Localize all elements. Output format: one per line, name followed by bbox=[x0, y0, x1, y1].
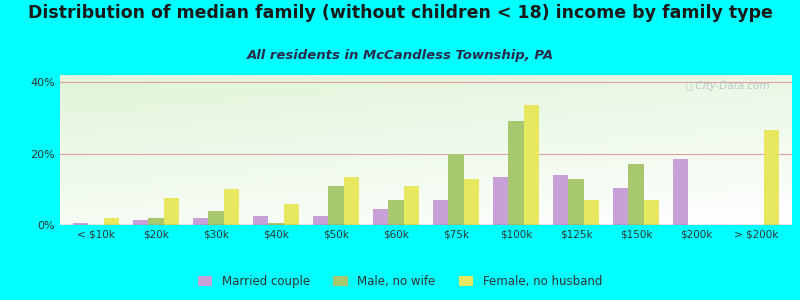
Text: ⓘ City-Data.com: ⓘ City-Data.com bbox=[686, 81, 770, 91]
Text: Distribution of median family (without children < 18) income by family type: Distribution of median family (without c… bbox=[27, 4, 773, 22]
Bar bbox=[433, 200, 448, 225]
Bar bbox=[644, 200, 659, 225]
Bar bbox=[313, 216, 328, 225]
Bar bbox=[613, 188, 628, 225]
Bar bbox=[764, 130, 779, 225]
Bar bbox=[524, 105, 539, 225]
Bar bbox=[584, 200, 599, 225]
Text: All residents in McCandless Township, PA: All residents in McCandless Township, PA bbox=[246, 50, 554, 62]
Bar bbox=[448, 154, 464, 225]
Bar bbox=[148, 218, 164, 225]
Bar bbox=[224, 189, 239, 225]
Bar bbox=[193, 218, 208, 225]
Bar bbox=[104, 218, 119, 225]
Bar bbox=[73, 223, 88, 225]
Bar bbox=[568, 178, 584, 225]
Legend: Married couple, Male, no wife, Female, no husband: Married couple, Male, no wife, Female, n… bbox=[194, 270, 606, 292]
Bar bbox=[673, 159, 688, 225]
Bar bbox=[508, 122, 524, 225]
Bar bbox=[373, 209, 388, 225]
Bar bbox=[253, 216, 268, 225]
Bar bbox=[208, 211, 224, 225]
Bar bbox=[628, 164, 644, 225]
Bar bbox=[464, 178, 479, 225]
Bar bbox=[164, 198, 179, 225]
Bar bbox=[328, 186, 344, 225]
Bar bbox=[268, 223, 284, 225]
Bar bbox=[493, 177, 508, 225]
Bar bbox=[344, 177, 359, 225]
Bar bbox=[388, 200, 404, 225]
Bar bbox=[553, 175, 568, 225]
Bar bbox=[284, 204, 299, 225]
Bar bbox=[133, 220, 148, 225]
Bar bbox=[404, 186, 419, 225]
